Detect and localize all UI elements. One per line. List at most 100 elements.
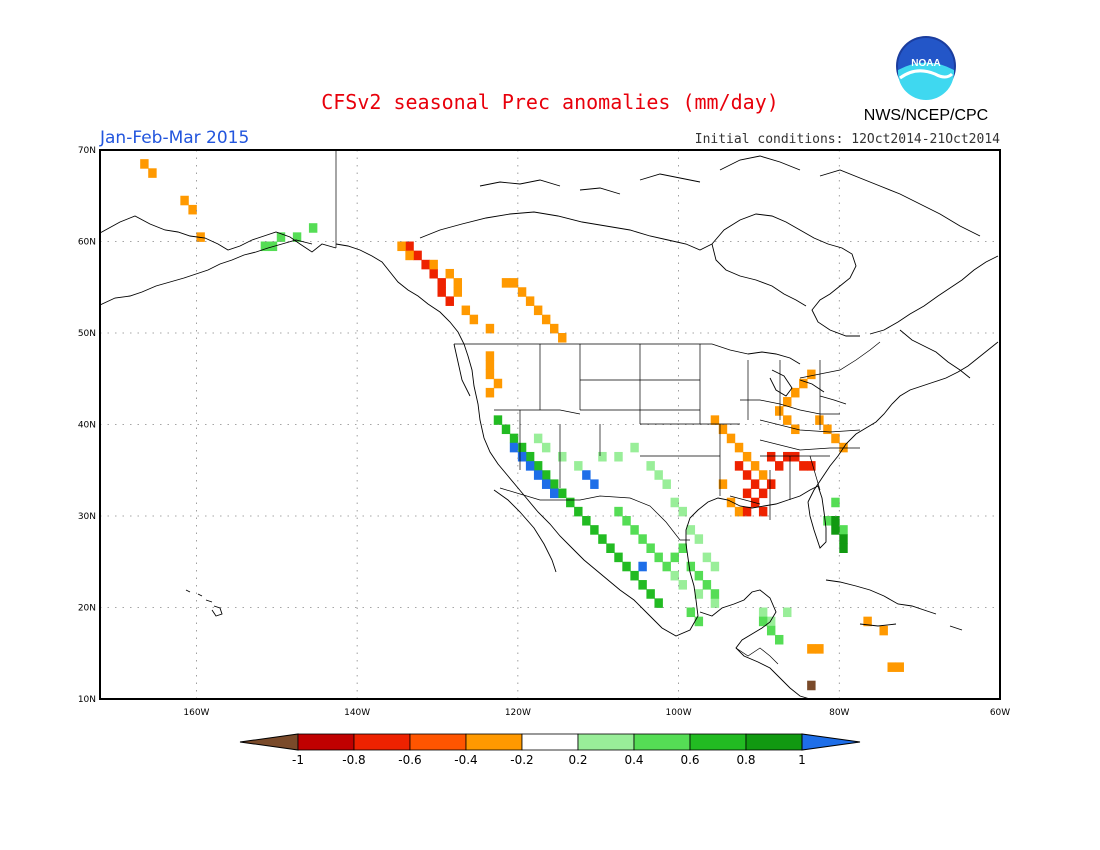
anomaly-cell xyxy=(807,369,816,380)
lon-tick-label: 120W xyxy=(505,708,531,718)
longitude-ticks: 160W 140W 120W 100W 80W 60W xyxy=(183,708,1010,718)
colorbar-swatch xyxy=(353,733,411,751)
anomaly-cell xyxy=(742,470,752,480)
anomaly-cell xyxy=(461,305,471,316)
anomaly-cell xyxy=(148,168,157,178)
anomaly-cell xyxy=(493,415,503,425)
colorbar-label: 0.2 xyxy=(568,753,587,767)
anomaly-cell xyxy=(839,543,848,553)
anomaly-cell xyxy=(775,634,784,645)
colorbar-label: -0.8 xyxy=(342,753,365,767)
anomaly-cell xyxy=(292,232,302,242)
latitude-ticks: 10N 20N 30N 40N 50N 60N 70N xyxy=(78,146,96,705)
colorbar-label: -0.2 xyxy=(510,753,533,767)
colorbar-swatch xyxy=(465,733,523,751)
anomaly-cell xyxy=(558,451,567,462)
anomaly-cell xyxy=(622,516,631,526)
anomaly-cell xyxy=(791,451,800,462)
anomaly-cell xyxy=(622,561,631,572)
anomaly-cell xyxy=(421,259,430,270)
anomaly-cell xyxy=(823,516,832,526)
anomaly-cell xyxy=(533,433,543,444)
anomaly-cell xyxy=(509,278,519,288)
anomaly-cell xyxy=(485,387,495,398)
anomaly-cell xyxy=(710,415,720,425)
anomaly-cell xyxy=(734,506,744,517)
anomaly-cell xyxy=(694,616,704,627)
anomaly-cell xyxy=(582,470,591,480)
anomaly-cell xyxy=(541,314,551,325)
anomaly-cell xyxy=(831,433,840,444)
lon-tick-label: 60W xyxy=(990,708,1010,718)
anomaly-cell xyxy=(710,589,720,599)
anomaly-field xyxy=(140,159,904,691)
anomaly-cell xyxy=(686,525,696,535)
anomaly-cell xyxy=(582,516,591,526)
anomaly-cell xyxy=(742,488,752,499)
anomaly-cell xyxy=(815,415,824,425)
anomaly-cell xyxy=(517,451,527,462)
anomaly-cell xyxy=(839,534,848,544)
anomaly-cell xyxy=(525,461,535,471)
anomaly-cell xyxy=(654,598,663,608)
anomaly-cell xyxy=(566,497,575,508)
anomaly-cell xyxy=(678,580,688,590)
colorbar-arrow-left xyxy=(239,733,299,751)
anomaly-cell xyxy=(630,525,639,535)
anomaly-cell xyxy=(558,488,567,499)
anomaly-cell xyxy=(614,552,623,563)
anomaly-cell xyxy=(453,278,463,288)
anomaly-cell xyxy=(694,570,704,581)
anomaly-cell xyxy=(775,406,784,416)
anomaly-cell xyxy=(678,506,688,517)
anomaly-cell xyxy=(533,470,543,480)
anomaly-cell xyxy=(485,323,495,334)
anomaly-cell xyxy=(766,451,776,462)
anomaly-cell xyxy=(397,241,406,252)
map-panel: 160W 140W 120W 100W 80W 60W 10N 20N 30N 40N 50N 60… xyxy=(78,146,1010,718)
anomaly-cell xyxy=(646,543,655,553)
colorbar-swatch xyxy=(633,733,691,751)
anomaly-cell xyxy=(453,287,463,297)
anomaly-cell xyxy=(485,351,495,361)
anomaly-cell xyxy=(180,195,189,206)
anomaly-cell xyxy=(783,607,792,618)
anomaly-cell xyxy=(525,296,535,306)
anomaly-cell xyxy=(469,314,479,325)
anomaly-cell xyxy=(550,488,559,499)
anomaly-cell xyxy=(742,506,752,517)
anomaly-cell xyxy=(726,433,736,444)
chart-title: CFSv2 seasonal Prec anomalies (mm/day) xyxy=(321,90,779,114)
colorbar: -1 -0.8 -0.6 -0.4 -0.2 0.2 0.4 0.6 0.8 1 xyxy=(239,733,861,767)
lat-tick-label: 40N xyxy=(78,421,96,431)
anomaly-cell xyxy=(799,378,808,389)
anomaly-cell xyxy=(694,534,704,544)
anomaly-cell xyxy=(879,625,888,636)
anomaly-cell xyxy=(485,369,495,380)
anomaly-cell xyxy=(783,397,792,407)
anomaly-cell xyxy=(550,323,559,334)
anomaly-cell xyxy=(509,442,519,453)
anomaly-cell xyxy=(831,497,840,508)
anomaly-cell xyxy=(823,424,832,435)
anomaly-cell xyxy=(694,589,704,599)
anomaly-cell xyxy=(517,287,527,297)
anomaly-cell xyxy=(678,543,688,553)
anomaly-cell xyxy=(766,625,776,636)
lat-tick-label: 70N xyxy=(78,146,96,156)
anomaly-cell xyxy=(614,451,623,462)
anomaly-cell xyxy=(493,378,503,389)
anomaly-cell xyxy=(815,644,824,654)
anomaly-cell xyxy=(742,451,752,462)
coastlines xyxy=(100,155,999,699)
colorbar-label: 1 xyxy=(798,753,806,767)
anomaly-cell xyxy=(887,662,896,672)
anomaly-cell xyxy=(405,241,414,252)
anomaly-cell xyxy=(541,442,551,453)
anomaly-cell xyxy=(260,241,270,252)
anomaly-cell xyxy=(783,451,792,462)
anomaly-cell xyxy=(638,561,647,572)
anomaly-cell xyxy=(413,250,422,261)
anomaly-cell xyxy=(766,479,776,489)
